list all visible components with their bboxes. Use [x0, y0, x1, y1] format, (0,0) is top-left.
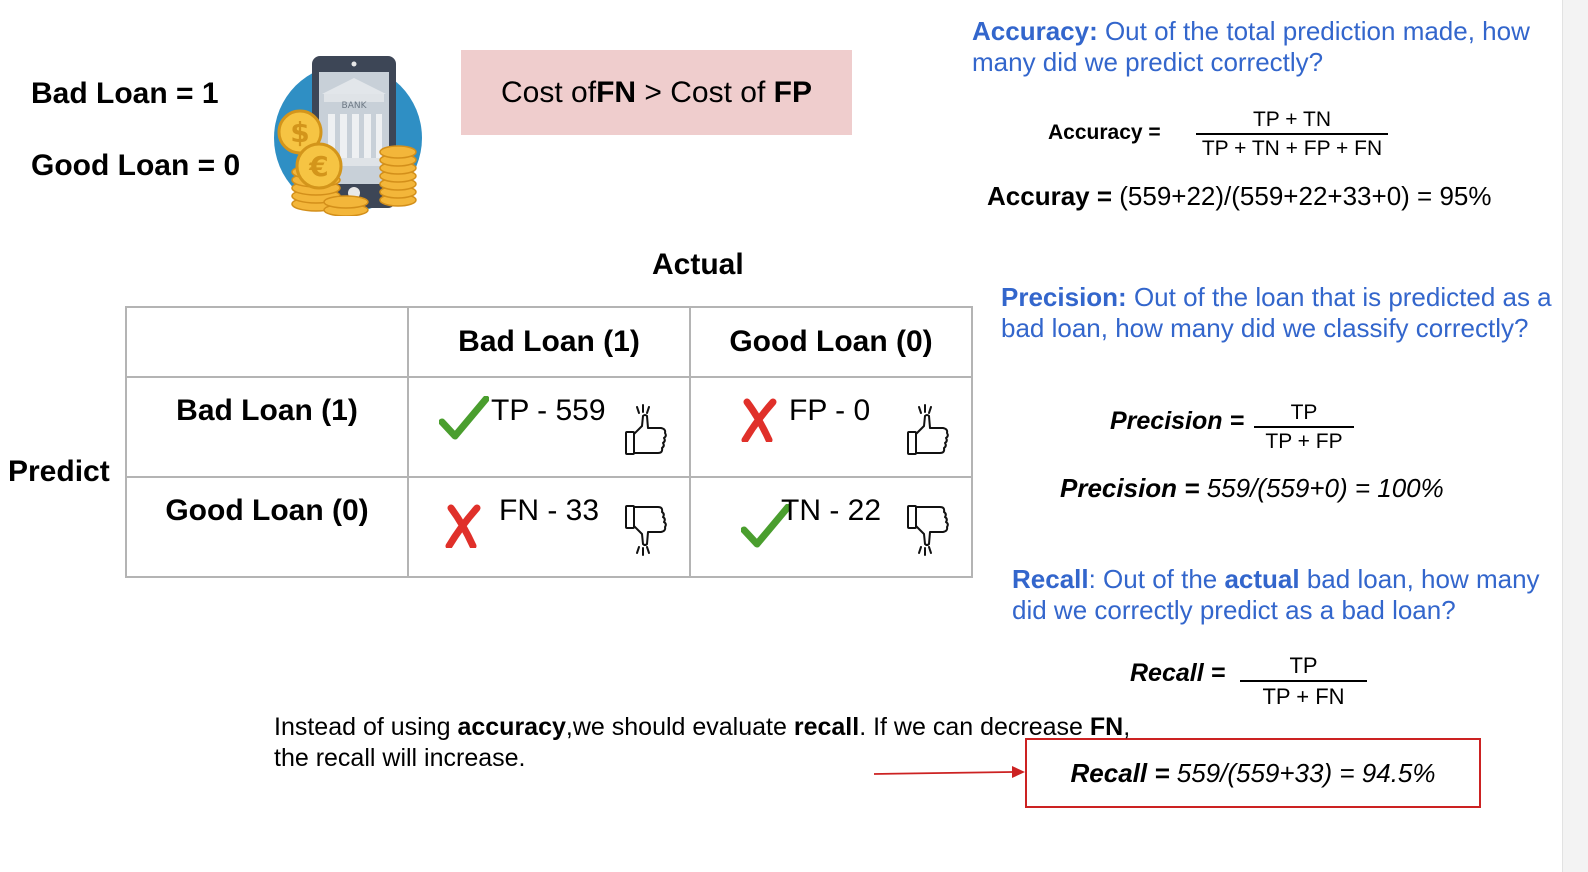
accuracy-def-text: Out of the total prediction made, how ma…	[972, 16, 1530, 77]
cost-prefix: Cost of	[501, 75, 597, 109]
svg-text:$: $	[290, 116, 309, 149]
tn-label: TN - 22	[781, 494, 882, 527]
cost-fn: FN	[596, 75, 637, 109]
note-a: Instead of using	[274, 713, 458, 741]
matrix-cell-tn: TN - 22	[689, 476, 973, 578]
conclusion-note: Instead of using accuracy,we should eval…	[274, 712, 1130, 774]
recall-def-a: : Out of the	[1088, 564, 1225, 594]
legend-good-loan: Good Loan = 0	[31, 149, 241, 182]
arrow-to-recall	[873, 766, 1025, 778]
accuracy-definition: Accuracy: Out of the total prediction ma…	[972, 16, 1557, 78]
accuracy-calc-label: Accuray =	[987, 181, 1120, 211]
actual-axis-label: Actual	[652, 248, 744, 281]
recall-calc-label: Recall =	[1070, 757, 1177, 788]
thumbs-down-icon	[625, 505, 667, 556]
accuracy-denominator: TP + TN + FP + FN	[1201, 137, 1383, 160]
matrix-cell-fp: FP - 0	[689, 376, 973, 478]
tp-label: TP - 559	[491, 394, 606, 427]
bank-sign: BANK	[342, 101, 368, 111]
cost-mid: > Cost of	[636, 75, 774, 109]
accuracy-fraction: TP + TN TP + TN + FP + FN	[1196, 108, 1388, 161]
recall-calc-value: 559/(559+33) = 94.5%	[1176, 757, 1436, 788]
accuracy-formula-label: Accuracy =	[1048, 121, 1161, 144]
accuracy-calc-value: (559+22)/(559+22+33+0) = 95%	[1119, 181, 1492, 211]
note-g: , the recall will increase.	[274, 713, 1131, 772]
matrix-corner-cell	[125, 306, 409, 378]
matrix-row-header-bad: Bad Loan (1)	[125, 376, 409, 478]
recall-numerator: TP	[1289, 653, 1318, 678]
precision-calculation: Precision = 559/(559+0) = 100%	[1060, 473, 1444, 504]
cross-icon	[741, 398, 777, 442]
bank-phone-icon: BANK $ €	[274, 56, 422, 216]
matrix-cell-fn: FN - 33	[407, 476, 691, 578]
accuracy-term: Accuracy:	[972, 16, 1098, 46]
precision-term: Precision:	[1001, 282, 1127, 312]
note-c: ,we should evaluate	[565, 713, 794, 741]
right-edge-strip	[1562, 0, 1588, 872]
thumbs-up-icon	[907, 404, 949, 455]
matrix-col-header-good: Good Loan (0)	[689, 306, 973, 378]
precision-numerator: TP	[1290, 401, 1318, 424]
row-header-label: Bad Loan (1)	[176, 394, 358, 427]
matrix-cell-tp: TP - 559	[407, 376, 691, 478]
cross-icon	[445, 504, 481, 548]
recall-denominator: TP + FN	[1262, 684, 1345, 709]
precision-formula-label: Precision =	[1110, 407, 1245, 435]
check-icon	[439, 396, 489, 440]
recall-formula-label: Recall =	[1130, 659, 1226, 687]
col-header-label: Good Loan (0)	[729, 325, 933, 358]
fp-label: FP - 0	[789, 394, 871, 427]
legend-bad-loan: Bad Loan = 1	[31, 77, 219, 110]
note-accuracy: accuracy	[457, 713, 566, 741]
cost-fp: FP	[773, 75, 812, 109]
check-icon	[741, 504, 791, 548]
recall-result-box: Recall = 559/(559+33) = 94.5%	[1025, 738, 1481, 808]
cost-comparison-box: Cost of FN > Cost of FP	[461, 50, 852, 135]
recall-def-actual: actual	[1224, 564, 1300, 594]
precision-calc-label: Precision =	[1060, 473, 1207, 503]
matrix-row-header-good: Good Loan (0)	[125, 476, 409, 578]
confusion-matrix: Bad Loan (1) Good Loan (0) Bad Loan (1) …	[125, 306, 973, 578]
precision-denominator: TP + FP	[1265, 430, 1343, 453]
accuracy-numerator: TP + TN	[1252, 108, 1331, 131]
note-recall: recall	[793, 713, 860, 741]
note-fn: FN	[1089, 713, 1124, 741]
svg-text:€: €	[308, 150, 328, 183]
matrix-col-header-bad: Bad Loan (1)	[407, 306, 691, 378]
row-header-label: Good Loan (0)	[165, 494, 369, 527]
recall-term: Recall	[1012, 564, 1089, 594]
fn-label: FN - 33	[499, 494, 600, 527]
col-header-label: Bad Loan (1)	[458, 325, 640, 358]
recall-def-c: bad loan, how many did we correctly pred…	[1012, 564, 1540, 625]
precision-fraction: TP TP + FP	[1254, 401, 1354, 454]
accuracy-calculation: Accuray = (559+22)/(559+22+33+0) = 95%	[987, 181, 1492, 212]
precision-definition: Precision: Out of the loan that is predi…	[1001, 282, 1559, 344]
predict-axis-label: Predict	[8, 455, 110, 488]
thumbs-up-icon	[625, 404, 667, 455]
thumbs-down-icon	[907, 505, 949, 556]
precision-calc-value: 559/(559+0) = 100%	[1206, 473, 1444, 503]
precision-def-text: Out of the loan that is predicted as a b…	[1001, 282, 1552, 343]
recall-definition: Recall: Out of the actual bad loan, how …	[1012, 564, 1560, 626]
recall-fraction: TP TP + FN	[1240, 653, 1367, 710]
note-e: . If we can decrease	[859, 713, 1090, 741]
